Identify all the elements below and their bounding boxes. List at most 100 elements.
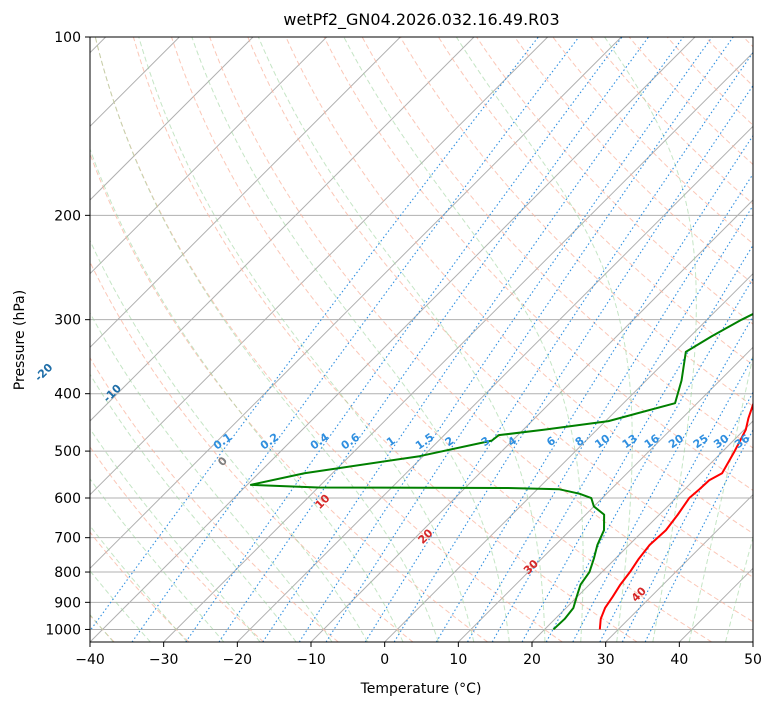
mixing-ratio-line: [262, 37, 684, 642]
mixing-ratio-line: [644, 428, 753, 642]
mixing-ratio-line: [545, 277, 753, 642]
y-tick-label: 500: [54, 444, 81, 460]
moist-adiabat: [90, 239, 369, 642]
isotherm-gridline: [90, 37, 401, 349]
mixing-ratio-label-group: 13: [620, 432, 640, 451]
dry-adiabat-label: -10: [101, 381, 124, 404]
dry-adiabat: [361, 37, 753, 449]
mixing-ratio-label: 0.1: [211, 431, 234, 453]
x-axis-label: Temperature (°C): [360, 681, 482, 697]
mixing-ratio-line: [572, 315, 753, 642]
x-tick-label: −20: [223, 652, 253, 668]
dry-adiabat-label-group: 30: [521, 557, 541, 577]
axes: −40 −30 −20 −10 0 10 20 30 40 5010020030040050060…: [45, 30, 762, 668]
y-tick-label: 900: [54, 595, 81, 611]
isotherm-gridline: [678, 567, 753, 642]
dry-adiabat: [90, 260, 414, 642]
dry-adiabat-label: 30: [521, 557, 541, 577]
isotherm-gridline: [90, 37, 475, 422]
mixing-ratio-label: 30: [711, 432, 731, 452]
mixing-ratio-line: [90, 37, 539, 632]
isotherm-gridline: [90, 37, 328, 275]
moist-adiabat: [90, 477, 225, 642]
mixing-ratio-label: 16: [642, 432, 662, 452]
isotherm-gridline: [90, 37, 622, 570]
isotherm-gridline: [605, 493, 753, 642]
x-tick-label: 0: [380, 652, 389, 668]
dry-adiabat: [90, 531, 190, 642]
moist-adiabat: [343, 37, 584, 642]
dry-adiabat: [132, 37, 638, 642]
mixing-ratio-label: 10: [592, 432, 612, 452]
moist-adiabat: [725, 535, 753, 642]
mixing-ratio-line: [521, 244, 753, 642]
mixing-ratio-line: [185, 37, 623, 642]
mixing-ratio-label-group: 30: [711, 432, 731, 452]
moist-adiabat: [90, 311, 333, 642]
dry-adiabat: [94, 37, 563, 642]
moist-adiabat: [90, 373, 297, 642]
isotherm-gridline: [90, 37, 549, 496]
dry-adiabat: [438, 37, 753, 366]
x-tick-label: −10: [296, 652, 326, 668]
mixing-ratio-label-group: 0.6: [339, 430, 363, 452]
mixing-ratio-label-group: 20: [666, 432, 686, 452]
mixing-ratio-label-group: 16: [642, 432, 662, 452]
dry-adiabat: [514, 37, 753, 285]
y-tick-label: 600: [54, 491, 81, 507]
mixing-ratio-label-group: 0.4: [308, 430, 332, 452]
mixing-ratio-label: 1.5: [413, 431, 436, 453]
mixing-ratio-label-group: 0.1: [211, 431, 234, 453]
mixing-ratio-label: 2: [443, 434, 457, 449]
x-tick-label: 30: [597, 652, 615, 668]
y-tick-label: 400: [54, 387, 81, 403]
data-lines: [249, 312, 753, 631]
mixing-ratio-line: [364, 51, 753, 642]
mixing-ratio-label: 1: [384, 434, 398, 449]
y-tick-label: 800: [54, 565, 81, 581]
mixing-ratio-label-group: 0.2: [258, 431, 281, 453]
dry-adiabat: [666, 37, 753, 126]
background-lines: [90, 37, 775, 642]
mixing-ratio-label-group: 2: [443, 434, 457, 449]
isotherm-gridline: [384, 272, 753, 642]
mixing-ratio-label: 20: [666, 432, 686, 452]
mixing-ratio-line: [298, 37, 713, 642]
dry-adiabat: [399, 37, 753, 407]
mixing-ratio-label-group: 1.5: [413, 431, 436, 453]
mixing-ratio-label-group: 10: [592, 432, 612, 452]
dry-adiabat: [90, 152, 488, 642]
moist-adiabat: [90, 524, 188, 642]
moist-adiabat: [762, 37, 775, 642]
moist-adiabat: [90, 147, 404, 642]
mixing-ratio-line: [467, 173, 753, 642]
dry-adiabat: [171, 37, 713, 642]
y-axis-label: Pressure (hPa): [12, 290, 28, 390]
moist-adiabat: [94, 37, 439, 642]
dry-adiabat: [590, 37, 753, 205]
series-line-1: [249, 312, 753, 631]
dry-adiabat: [247, 37, 753, 578]
y-tick-label: 1000: [45, 622, 81, 638]
isotherm-gridline: [90, 37, 696, 642]
isotherm-gridline: [752, 641, 753, 642]
dry-adiabat-label-group: 20: [416, 526, 436, 546]
x-tick-label: −40: [75, 652, 105, 668]
x-tick-label: −30: [149, 652, 179, 668]
isotherm-gridline: [531, 420, 753, 642]
isotherm-gridline: [457, 346, 753, 642]
dry-adiabat: [476, 37, 753, 325]
mixing-ratio-label-group: 6: [544, 434, 558, 449]
mixing-ratio-line: [131, 37, 580, 642]
mixing-ratio-label: 0.4: [308, 430, 332, 452]
mixing-ratio-label-group: 1: [384, 434, 398, 449]
dry-adiabat: [552, 37, 753, 245]
x-tick-label: 40: [670, 652, 688, 668]
mixing-ratio-label: 6: [544, 434, 558, 449]
plot-frame: [89, 36, 754, 643]
y-tick-label: 100: [54, 30, 81, 46]
dry-adiabat-label: 20: [416, 526, 436, 546]
dry-adiabat: [90, 446, 264, 642]
